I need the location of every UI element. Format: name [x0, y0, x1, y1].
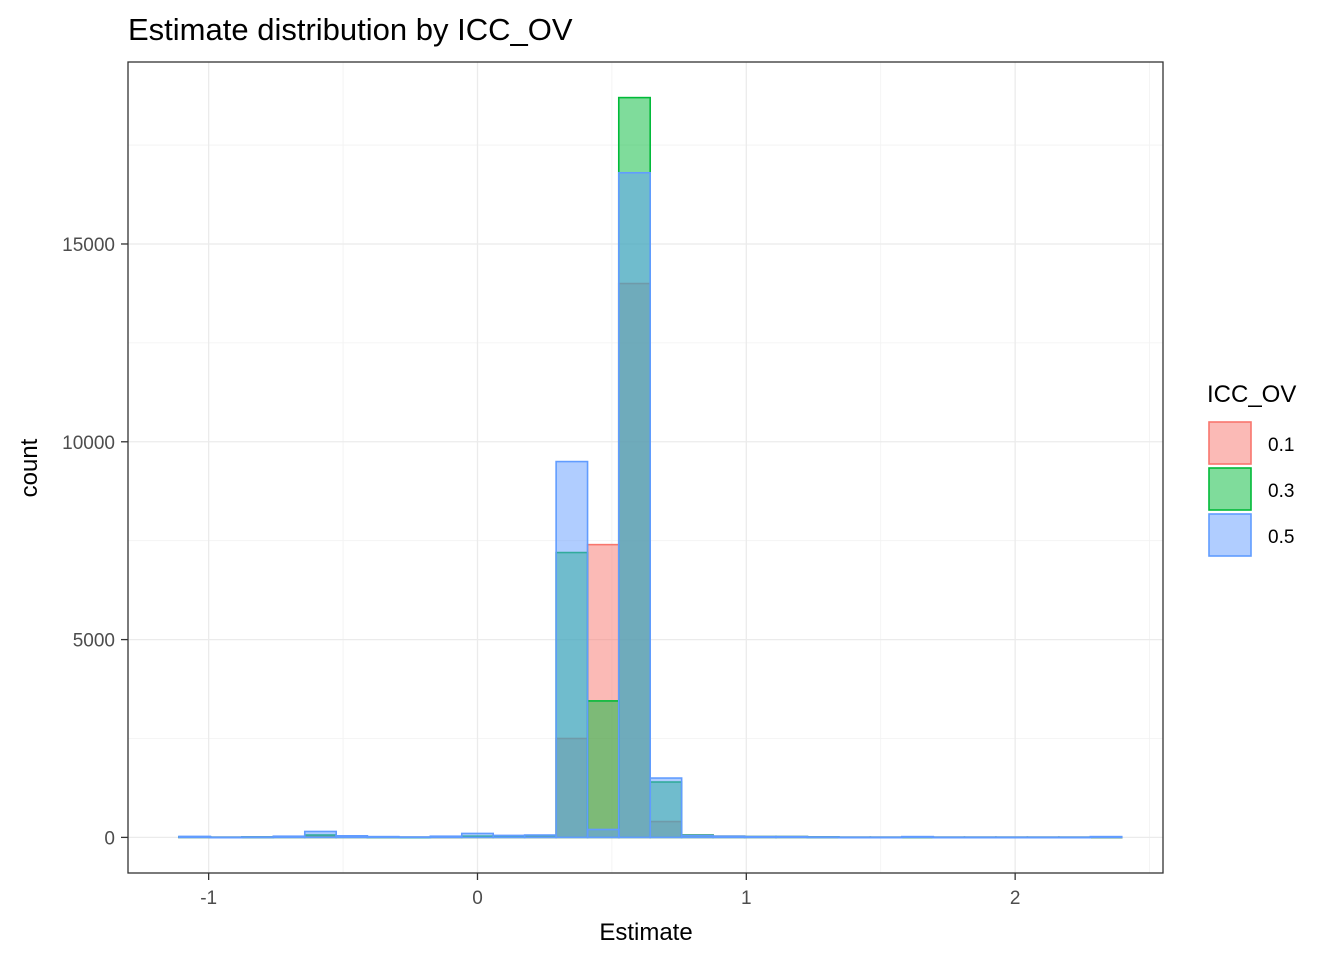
bar-0.5-17: [712, 835, 746, 839]
bar-0.3-13: [586, 700, 620, 839]
y-tick-label: 15000: [62, 235, 115, 256]
legend: ICC_OV 0.1 0.3 0.5: [1207, 381, 1296, 557]
bar-0.5-11: [523, 834, 557, 839]
y-axis: 0 5000 10000 15000: [62, 235, 128, 849]
series-0.5: [178, 171, 1123, 839]
bar-0.5-21: [838, 836, 872, 839]
bar-0.5-6: [366, 835, 400, 839]
bar-0.5-19: [775, 835, 809, 839]
bar-0.5-25: [963, 836, 997, 839]
x-tick-label: 2: [1010, 888, 1021, 909]
bar-0.5-8: [429, 835, 463, 839]
bar-0.5-5: [335, 835, 369, 839]
bar-0.5-27: [1026, 836, 1060, 839]
y-tick-label: 10000: [62, 433, 115, 454]
bar-0.5-7: [398, 836, 432, 839]
plot-panel: [127, 61, 1164, 874]
bar-0.5-12: [555, 460, 589, 839]
bar-0.5-3: [272, 835, 306, 839]
bar-0.5-26: [995, 836, 1029, 839]
x-tick-label: 1: [741, 888, 752, 909]
y-axis-title: count: [16, 438, 43, 497]
bar-0.5-14: [617, 171, 651, 839]
x-axis: -1 0 1 2: [200, 873, 1020, 909]
bar-0.5-16: [680, 834, 714, 839]
bar-0.5-10: [492, 834, 526, 839]
chart-title: Estimate distribution by ICC_OV: [128, 12, 573, 47]
bar-0.5-28: [1058, 836, 1092, 839]
bar-0.5-23: [901, 835, 935, 839]
bar-0.5-9: [460, 832, 494, 839]
bar-0.5-24: [932, 836, 966, 839]
bar-0.5-4: [303, 830, 337, 839]
bar-0.5-22: [869, 836, 903, 839]
y-tick-label: 5000: [73, 631, 115, 652]
legend-label-0.5: 0.5: [1268, 527, 1294, 548]
bar-0.5-1: [209, 836, 243, 839]
bar-0.5-18: [743, 835, 777, 839]
x-tick-label: -1: [200, 888, 217, 909]
legend-title: ICC_OV: [1207, 381, 1296, 408]
bar-0.5-2: [241, 836, 275, 839]
legend-label-0.1: 0.1: [1268, 435, 1294, 456]
legend-key-0.3: [1208, 467, 1252, 511]
legend-label-0.3: 0.3: [1268, 481, 1294, 502]
bar-0.5-20: [806, 836, 840, 839]
bar-0.5-29: [1089, 835, 1123, 839]
y-tick-label: 0: [104, 828, 115, 849]
bar-0.5-15: [649, 777, 683, 839]
bar-0.5-0: [178, 835, 212, 839]
legend-key-0.1: [1208, 421, 1252, 465]
x-axis-title: Estimate: [599, 919, 692, 946]
panel-border: [127, 61, 1164, 874]
legend-key-0.5: [1208, 513, 1252, 557]
x-tick-label: 0: [472, 888, 483, 909]
bar-0.5-13: [586, 828, 620, 839]
